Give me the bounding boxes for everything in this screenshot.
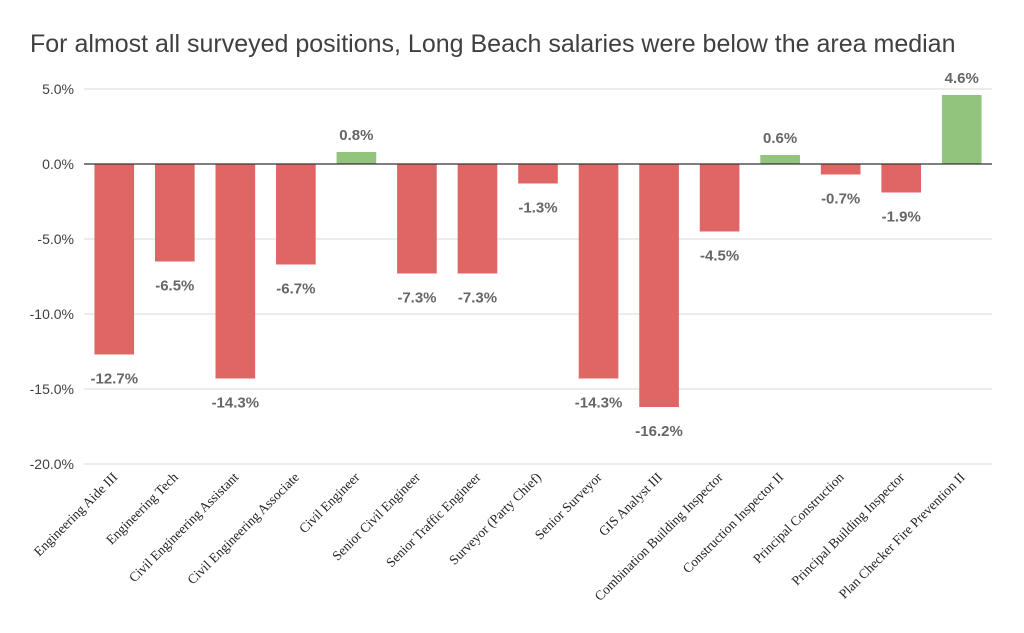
bar xyxy=(397,164,437,274)
data-label: -4.5% xyxy=(700,248,739,265)
data-label: 0.6% xyxy=(763,130,797,147)
data-label: -7.3% xyxy=(458,290,497,307)
y-tick-label: -10.0% xyxy=(30,306,74,322)
bar xyxy=(94,164,135,355)
bar xyxy=(215,164,256,379)
data-label: -6.5% xyxy=(155,278,194,295)
y-tick-label: 0.0% xyxy=(42,156,74,172)
y-tick-label: -15.0% xyxy=(30,381,74,397)
bar xyxy=(820,164,861,175)
bar xyxy=(276,164,316,265)
bar xyxy=(518,164,558,184)
bar xyxy=(457,164,498,274)
data-label: -0.7% xyxy=(821,191,860,208)
x-tick-label: Plan Checker Fire Prevention II xyxy=(836,469,968,601)
x-tick-label: Civil Engineer xyxy=(296,469,363,536)
data-label: -7.3% xyxy=(397,290,436,307)
y-tick-label: -20.0% xyxy=(30,456,74,472)
data-label: -14.3% xyxy=(212,395,260,412)
bar xyxy=(760,155,800,164)
data-label: -12.7% xyxy=(91,371,139,388)
bar xyxy=(154,164,195,262)
data-label: -1.9% xyxy=(882,209,921,226)
bar xyxy=(699,164,740,232)
bar xyxy=(639,164,679,407)
y-tick-label: -5.0% xyxy=(37,231,74,247)
x-tick-label: Civil Engineering Associate xyxy=(184,470,302,588)
data-label: -6.7% xyxy=(276,281,315,298)
x-tick-label: Principal Building Inspector xyxy=(789,469,908,588)
data-label: -14.3% xyxy=(575,395,623,412)
bar xyxy=(881,164,922,193)
bar xyxy=(578,164,619,379)
y-tick-label: 5.0% xyxy=(42,81,74,97)
x-tick-label: Construction Inspector II xyxy=(680,469,787,576)
data-label: 0.8% xyxy=(339,127,373,144)
bar xyxy=(336,152,377,164)
data-label: -16.2% xyxy=(635,423,683,440)
data-label: -1.3% xyxy=(518,200,557,217)
chart-title: For almost all surveyed positions, Long … xyxy=(30,30,956,58)
x-tick-label: Civil Engineering Assistant xyxy=(126,469,242,585)
bar xyxy=(941,95,982,164)
data-label: 4.6% xyxy=(945,70,979,87)
x-tick-label: Engineering Aide III xyxy=(31,469,121,559)
x-tick-label: Combination Building Inspector xyxy=(592,469,727,604)
